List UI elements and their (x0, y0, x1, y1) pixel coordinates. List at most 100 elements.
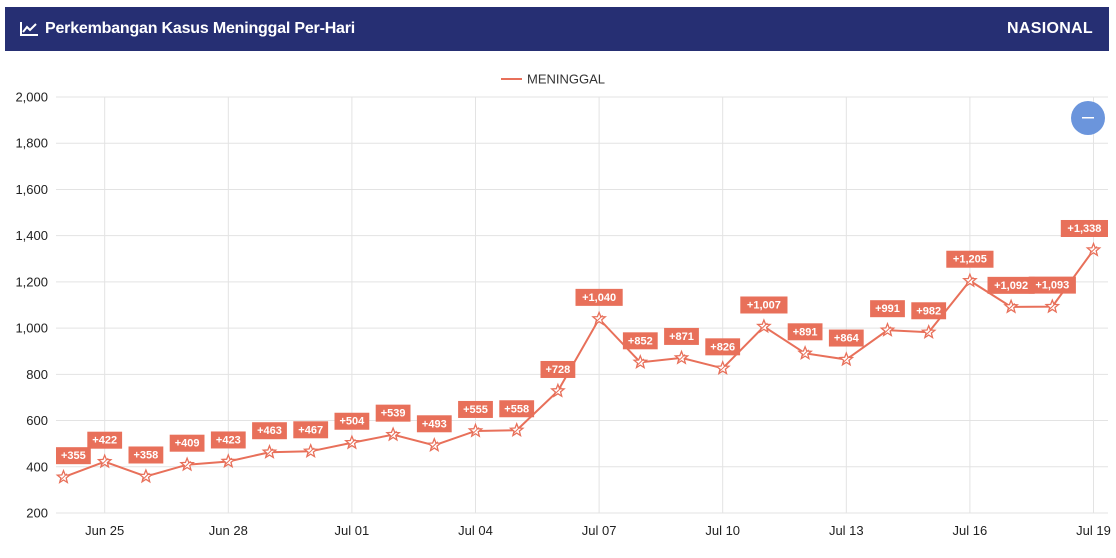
svg-text:+423: +423 (216, 434, 241, 446)
y-tick-label: 200 (26, 506, 48, 521)
legend-label[interactable]: MENINGGAL (527, 72, 605, 87)
data-point[interactable] (261, 443, 278, 459)
data-label: +891 (787, 323, 823, 341)
svg-text:+355: +355 (61, 450, 86, 462)
data-point[interactable] (385, 426, 401, 442)
svg-text:+1,007: +1,007 (747, 299, 781, 311)
x-tick-label: Jul 13 (829, 523, 864, 538)
data-point[interactable] (508, 421, 525, 437)
y-tick-label: 600 (26, 413, 48, 428)
data-point[interactable] (467, 422, 484, 438)
svg-text:+871: +871 (669, 331, 694, 343)
data-point[interactable] (962, 272, 978, 288)
svg-text:+358: +358 (134, 449, 159, 461)
data-point[interactable] (797, 345, 813, 361)
x-tick-label: Jul 10 (705, 523, 740, 538)
data-point[interactable] (138, 468, 154, 484)
data-point[interactable] (1003, 298, 1019, 314)
svg-text:+826: +826 (710, 341, 735, 353)
page-title: Perkembangan Kasus Meninggal Per-Hari (45, 20, 356, 37)
svg-text:+1,205: +1,205 (953, 254, 987, 266)
y-tick-label: 1,400 (15, 228, 48, 243)
data-point[interactable] (302, 442, 319, 459)
data-point[interactable] (179, 456, 195, 472)
svg-text:+1,092: +1,092 (994, 280, 1028, 292)
chart-area: 200 400 600 800 1,000 1,200 1,400 1,600 1,800 2,0… (0, 51, 1116, 553)
chart-legend[interactable]: MENINGGAL (501, 72, 605, 87)
x-tick-label: Jun 28 (209, 523, 248, 538)
y-axis: 200 400 600 800 1,000 1,200 1,400 1,600 1,800 2,0… (15, 90, 48, 521)
svg-text:+463: +463 (257, 425, 282, 437)
svg-text:+493: +493 (422, 418, 447, 430)
data-point[interactable] (426, 436, 443, 452)
data-point[interactable] (1044, 298, 1061, 314)
data-label: +982 (911, 302, 947, 320)
data-label: +423 (210, 431, 246, 449)
data-point[interactable] (920, 323, 937, 339)
x-axis: Jun 25 Jun 28 Jul 01 Jul 04 Jul 07 Jul 10 Jul … (85, 523, 1111, 538)
x-tick-label: Jul 07 (582, 523, 617, 538)
data-label: +409 (169, 434, 205, 452)
svg-text:+422: +422 (92, 435, 117, 447)
data-point[interactable] (96, 453, 113, 469)
data-point[interactable] (838, 351, 855, 367)
y-tick-label: 1,600 (15, 182, 48, 197)
minus-icon (1082, 117, 1094, 119)
data-label: +355 (56, 447, 91, 465)
data-point[interactable] (632, 354, 649, 370)
svg-text:+558: +558 (504, 403, 529, 415)
svg-text:+864: +864 (834, 333, 860, 345)
y-tick-label: 400 (26, 459, 48, 474)
series-line (63, 249, 1095, 479)
data-label: +463 (252, 422, 287, 440)
data-label: +467 (293, 421, 329, 439)
line-chart: 200 400 600 800 1,000 1,200 1,400 1,600 1,800 2,0… (15, 72, 1111, 539)
data-labels: +355 +422 +358 +409 +423 +463 +467 +504 +539 +493… (56, 219, 1108, 465)
line-chart-icon (20, 22, 38, 36)
data-label: +871 (664, 327, 699, 345)
zoom-out-button[interactable] (1071, 101, 1105, 135)
y-tick-label: 1,800 (15, 136, 48, 151)
data-label: +504 (334, 412, 370, 430)
svg-text:+1,040: +1,040 (582, 292, 616, 304)
data-label: +826 (705, 338, 741, 356)
header-title-group: Perkembangan Kasus Meninggal Per-Hari (19, 20, 355, 38)
svg-text:+1,093: +1,093 (1035, 280, 1069, 292)
data-label: +852 (622, 332, 658, 350)
data-label: +728 (540, 360, 576, 378)
svg-text:+409: +409 (175, 438, 200, 450)
x-tick-label: Jun 25 (85, 523, 124, 538)
svg-text:+539: +539 (381, 408, 406, 420)
series-meninggal (55, 241, 1102, 484)
data-label: +1,205 (946, 250, 994, 268)
data-point[interactable] (220, 453, 237, 469)
data-label: +864 (828, 329, 864, 347)
x-tick-label: Jul 19 (1076, 523, 1111, 538)
data-point[interactable] (756, 318, 772, 334)
data-point[interactable] (879, 321, 896, 337)
data-point[interactable] (344, 434, 360, 450)
svg-text:+991: +991 (875, 303, 900, 315)
data-point[interactable] (673, 349, 690, 365)
y-tick-label: 800 (26, 367, 48, 382)
data-point[interactable] (55, 468, 72, 484)
svg-text:+728: +728 (546, 364, 571, 376)
data-point[interactable] (714, 360, 731, 376)
data-label: +1,092 (987, 276, 1035, 294)
data-label: +558 (499, 400, 535, 418)
x-tick-label: Jul 04 (458, 523, 493, 538)
data-label: +493 (416, 415, 452, 433)
data-label: +1,040 (575, 288, 623, 306)
data-label: +1,093 (1028, 276, 1076, 294)
svg-text:+504: +504 (340, 416, 366, 428)
data-point[interactable] (1085, 241, 1102, 257)
svg-text:+982: +982 (916, 305, 941, 317)
chart-header: Perkembangan Kasus Meninggal Per-Hari NA… (5, 7, 1109, 51)
y-tick-label: 1,200 (15, 274, 48, 289)
data-point[interactable] (550, 382, 566, 398)
region-badge[interactable]: NASIONAL (1007, 20, 1093, 37)
data-point[interactable] (591, 310, 607, 326)
chart-grid (56, 96, 1108, 514)
data-label: +358 (128, 446, 164, 464)
data-label: +422 (87, 431, 123, 449)
